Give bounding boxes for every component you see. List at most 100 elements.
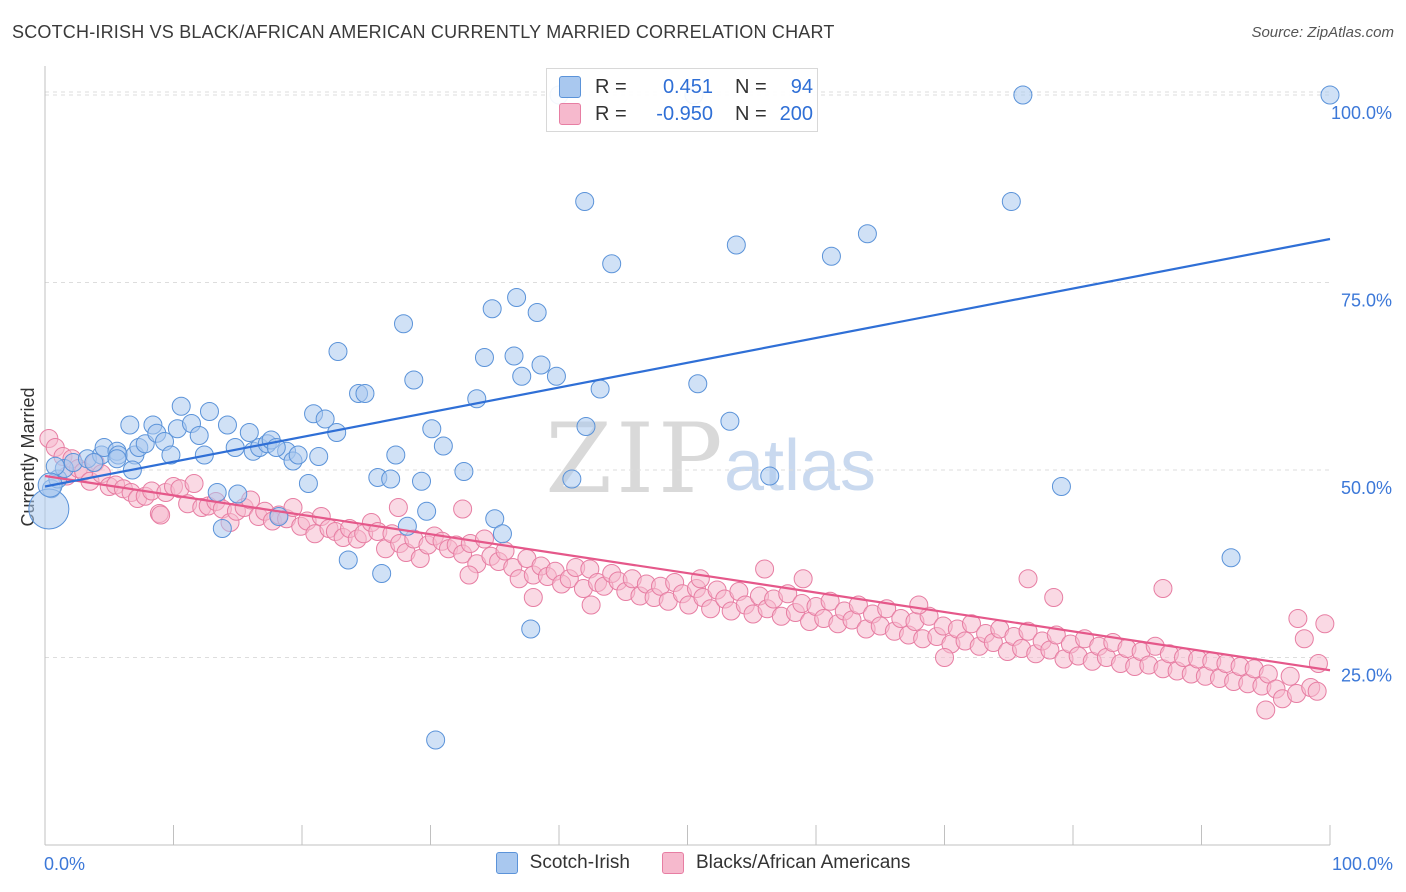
data-point-black xyxy=(1153,579,1173,598)
data-point-black xyxy=(820,591,840,611)
data-point-black xyxy=(474,529,494,549)
n-label: N = xyxy=(735,102,767,125)
data-point-black xyxy=(1018,569,1038,589)
data-point-black xyxy=(1307,681,1327,701)
watermark-zip: ZIP xyxy=(545,403,726,515)
data-point-black xyxy=(690,569,710,589)
data-point-black xyxy=(1288,609,1308,628)
y-tick-label: 25.0% xyxy=(1341,666,1392,686)
pink-swatch-icon xyxy=(661,852,684,874)
watermark-atlas: atlas xyxy=(724,426,876,506)
legend-item-scotch-irish[interactable]: Scotch-Irish xyxy=(495,852,630,874)
blue-swatch-icon xyxy=(495,852,518,874)
data-point-scotch-irish xyxy=(1013,85,1033,105)
data-point-scotch-irish xyxy=(355,384,375,403)
data-point-scotch-irish xyxy=(394,314,414,334)
data-point-scotch-irish xyxy=(107,449,127,469)
data-point-scotch-irish xyxy=(426,730,446,750)
data-point-scotch-irish xyxy=(404,370,424,390)
data-point-black xyxy=(184,474,204,493)
data-point-scotch-irish xyxy=(228,484,248,504)
data-point-black xyxy=(453,499,473,519)
data-point-scotch-irish xyxy=(485,509,505,529)
r-label: R = xyxy=(595,75,627,98)
stats-legend-row-black: R = -0.950 N = 200 xyxy=(559,102,813,126)
legend-label-scotch-irish: Scotch-Irish xyxy=(529,852,630,873)
blue-swatch-icon xyxy=(559,76,581,98)
data-point-scotch-irish xyxy=(309,447,329,466)
trend-line-black xyxy=(44,474,1331,672)
data-point-scotch-irish xyxy=(1221,548,1241,568)
data-point-scotch-irish xyxy=(720,411,740,431)
data-point-scotch-irish xyxy=(412,471,432,491)
data-point-scotch-irish xyxy=(217,415,237,435)
data-point-scotch-irish xyxy=(239,423,259,442)
data-point-black xyxy=(1294,629,1314,649)
data-point-scotch-irish xyxy=(433,436,453,456)
data-point-black xyxy=(1258,664,1278,684)
data-point-scotch-irish xyxy=(576,417,596,436)
data-point-scotch-irish xyxy=(492,524,512,544)
data-point-scotch-irish xyxy=(546,366,566,386)
pink-swatch-icon xyxy=(559,103,581,125)
data-point-black xyxy=(701,599,721,619)
n-value-scotch-irish: 94 xyxy=(790,75,813,98)
data-point-scotch-irish xyxy=(328,342,348,361)
data-point-scotch-irish xyxy=(562,469,582,489)
y-axis-label: Currently Married xyxy=(18,387,38,526)
data-point-scotch-irish xyxy=(512,366,532,386)
data-point-scotch-irish xyxy=(298,474,318,493)
data-point-scotch-irish xyxy=(504,346,524,366)
legend-item-black[interactable]: Blacks/African Americans xyxy=(661,852,911,874)
data-point-black xyxy=(793,569,813,589)
data-point-scotch-irish xyxy=(84,453,104,472)
data-point-scotch-irish xyxy=(315,409,335,429)
data-point-black xyxy=(1044,588,1064,607)
data-point-black xyxy=(523,588,543,607)
chart-title: SCOTCH-IRISH VS BLACK/AFRICAN AMERICAN C… xyxy=(12,22,835,42)
data-point-scotch-irish xyxy=(381,469,401,489)
series-legend: Scotch-Irish Blacks/African Americans xyxy=(0,852,1406,874)
data-point-scotch-irish xyxy=(386,445,406,465)
y-tick-label: 50.0% xyxy=(1341,478,1392,498)
data-point-scotch-irish xyxy=(760,466,780,486)
y-tick-label: 75.0% xyxy=(1341,291,1392,311)
data-point-scotch-irish xyxy=(726,235,746,255)
series-scotch-irish xyxy=(28,85,1340,750)
data-point-scotch-irish xyxy=(207,483,227,502)
data-point-scotch-irish xyxy=(454,462,474,481)
data-point-scotch-irish xyxy=(422,419,442,439)
r-value-black: -0.950 xyxy=(656,102,713,125)
data-point-scotch-irish xyxy=(602,254,622,274)
data-point-scotch-irish xyxy=(171,396,191,416)
data-point-scotch-irish xyxy=(199,402,219,421)
data-point-scotch-irish xyxy=(527,303,547,322)
data-point-black xyxy=(755,559,775,579)
data-point-black xyxy=(459,565,479,585)
data-point-scotch-irish xyxy=(288,445,308,465)
data-point-scotch-irish xyxy=(189,426,209,445)
data-point-scotch-irish xyxy=(821,246,841,266)
r-value-scotch-irish: 0.451 xyxy=(662,75,713,98)
r-label: R = xyxy=(595,102,627,125)
data-point-scotch-irish xyxy=(531,355,551,375)
data-point-scotch-irish xyxy=(688,374,708,394)
data-point-scotch-irish xyxy=(857,224,877,244)
legend-label-black: Blacks/African Americans xyxy=(695,852,911,873)
data-point-black xyxy=(151,505,171,525)
stats-legend: R = 0.451 N = 94 R = -0.950 N = 200 xyxy=(546,68,818,132)
data-point-scotch-irish xyxy=(1001,192,1021,211)
data-point-black xyxy=(909,595,929,615)
data-point-scotch-irish xyxy=(474,348,494,367)
data-point-scotch-irish xyxy=(338,550,358,570)
data-point-scotch-irish xyxy=(120,415,140,435)
data-point-scotch-irish xyxy=(225,438,245,457)
data-point-black xyxy=(961,614,981,634)
data-point-scotch-irish xyxy=(1051,477,1071,496)
data-point-black xyxy=(1315,614,1335,634)
data-point-scotch-irish xyxy=(482,299,502,319)
source-label: Source: ZipAtlas.com xyxy=(1251,24,1394,41)
data-point-scotch-irish xyxy=(212,519,232,538)
data-point-black xyxy=(1018,621,1038,641)
